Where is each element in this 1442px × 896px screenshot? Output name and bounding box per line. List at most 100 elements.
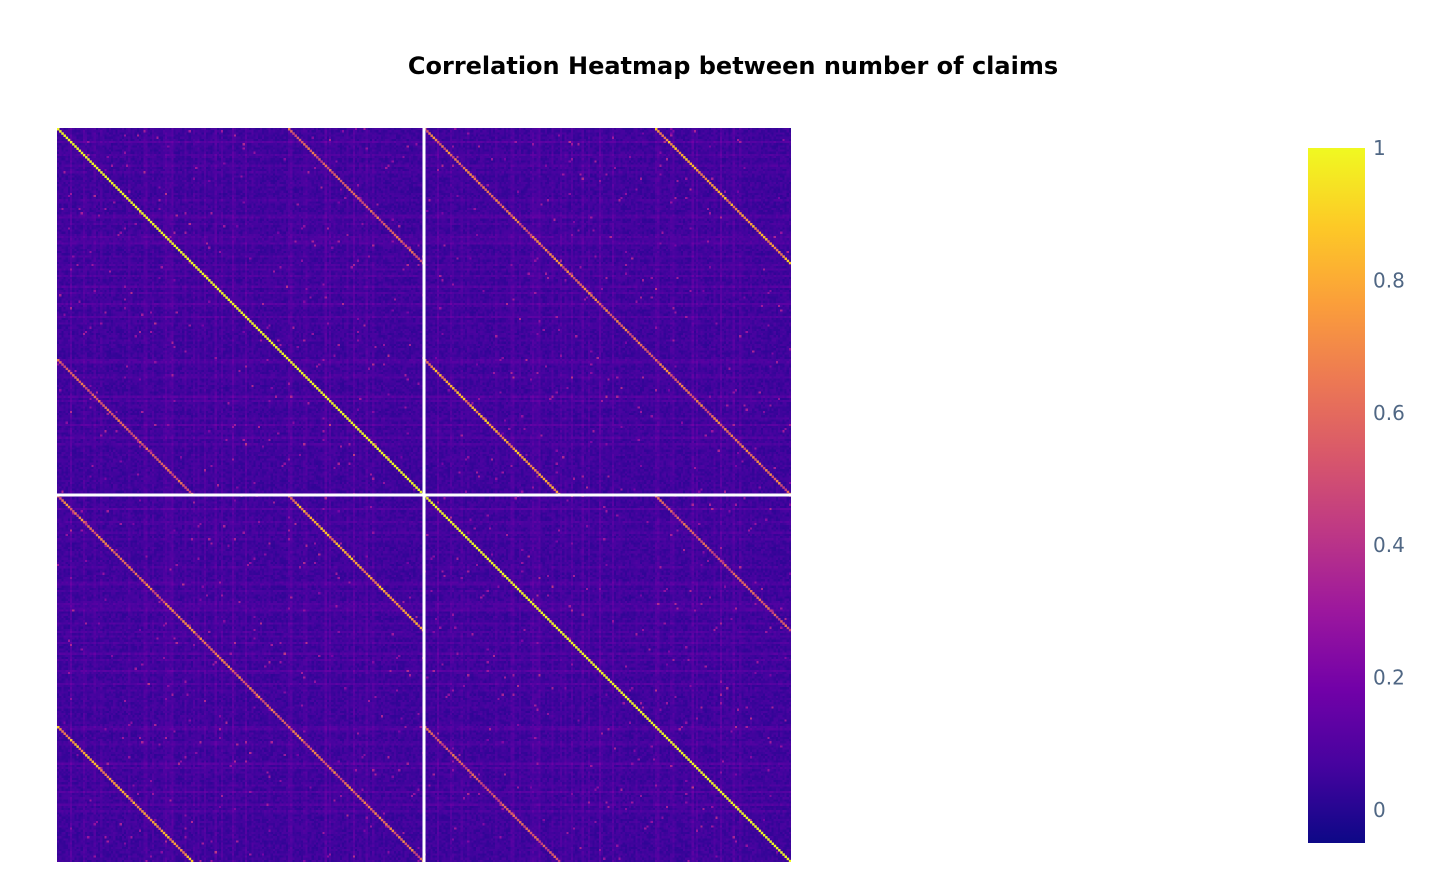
heatmap-cell-secondary-diagonal xyxy=(676,516,680,520)
heatmap-cell-main-diagonal xyxy=(221,292,224,295)
heatmap-cell-cross-diagonal xyxy=(102,771,105,774)
heatmap-cell-cross-diagonal xyxy=(788,261,791,265)
heatmap-cell-cross-diagonal xyxy=(244,682,248,686)
heatmap-cell-cross-diagonal xyxy=(283,721,287,725)
heatmap-cell-main-diagonal xyxy=(365,436,369,440)
heatmap-cell-main-diagonal xyxy=(544,615,548,619)
heatmap-cell-cross-diagonal xyxy=(782,255,785,258)
heatmap-cell-cross-diagonal xyxy=(74,512,77,515)
heatmap-cell-cross-diagonal xyxy=(480,184,483,187)
heatmap-cell-secondary-diagonal xyxy=(728,568,731,571)
heatmap-cell-main-diagonal xyxy=(784,855,787,858)
heatmap-cell-cross-diagonal xyxy=(436,140,440,144)
heatmap-cell-cross-diagonal xyxy=(490,194,494,198)
heatmap-cell-main-diagonal xyxy=(607,678,610,681)
heatmap-cell-main-diagonal xyxy=(743,814,746,817)
heatmap-cell-secondary-diagonal xyxy=(691,531,695,535)
heatmap-cell-cross-diagonal xyxy=(106,544,110,548)
heatmap-cell-cross-diagonal xyxy=(89,527,92,530)
heatmap-cell-cross-diagonal xyxy=(63,732,66,735)
heatmap-cell-cross-diagonal xyxy=(115,553,118,556)
heatmap-cell-secondary-diagonal xyxy=(188,490,192,494)
heatmap-cell-main-diagonal xyxy=(348,419,351,422)
heatmap-cell-main-diagonal xyxy=(715,786,718,789)
heatmap-cell-cross-diagonal xyxy=(341,779,345,783)
heatmap-cell-cross-diagonal xyxy=(143,581,146,584)
heatmap-cell-main-diagonal xyxy=(501,572,505,576)
heatmap-cell-cross-diagonal xyxy=(223,661,226,664)
heatmap-cell-cross-diagonal xyxy=(313,751,317,755)
heatmap-cell-cross-diagonal xyxy=(69,507,73,511)
heatmap-cell-cross-diagonal xyxy=(167,836,170,839)
heatmap-cell-main-diagonal xyxy=(624,695,628,699)
heatmap-cell-secondary-diagonal xyxy=(313,153,317,157)
heatmap-cell-cross-diagonal xyxy=(441,145,444,148)
heatmap-cell-main-diagonal xyxy=(234,305,237,308)
heatmap-cell-main-diagonal xyxy=(596,667,600,671)
heatmap-cell-cross-diagonal xyxy=(737,441,740,444)
heatmap-cell-cross-diagonal xyxy=(400,838,403,841)
heatmap-cell-cross-diagonal xyxy=(162,600,166,604)
heatmap-cell-cross-diagonal xyxy=(432,367,436,371)
heatmap-cell-main-diagonal xyxy=(452,523,455,526)
heatmap-cell-cross-diagonal xyxy=(700,173,703,176)
heatmap-cell-secondary-diagonal xyxy=(663,503,667,507)
heatmap-cell-cross-diagonal xyxy=(257,695,261,699)
heatmap-cell-main-diagonal xyxy=(672,743,675,746)
heatmap-cell-cross-diagonal xyxy=(406,613,410,617)
heatmap-cell-cross-diagonal xyxy=(141,579,144,582)
heatmap-cell-secondary-diagonal xyxy=(113,415,116,418)
heatmap-cell-cross-diagonal xyxy=(477,181,481,185)
heatmap-cell-main-diagonal xyxy=(193,264,196,267)
heatmap-cell-main-diagonal xyxy=(208,279,211,282)
heatmap-cell-cross-diagonal xyxy=(268,706,272,710)
heatmap-cell-cross-diagonal xyxy=(642,346,645,349)
heatmap-cell-cross-diagonal xyxy=(689,162,692,165)
heatmap-cell-main-diagonal xyxy=(400,471,403,474)
heatmap-cell-cross-diagonal xyxy=(337,544,341,548)
heatmap-cell-secondary-diagonal xyxy=(93,395,97,399)
heatmap-cell-cross-diagonal xyxy=(540,475,544,479)
heatmap-cell-main-diagonal xyxy=(771,842,775,846)
heatmap-cell-cross-diagonal xyxy=(480,415,483,418)
heatmap-cell-cross-diagonal xyxy=(512,447,515,450)
heatmap-cell-main-diagonal xyxy=(568,639,572,643)
heatmap-cell-main-diagonal xyxy=(780,851,783,854)
heatmap-cell-cross-diagonal xyxy=(104,773,107,776)
heatmap-cell-cross-diagonal xyxy=(506,441,509,444)
heatmap-cell-secondary-diagonal xyxy=(447,749,451,753)
heatmap-cell-cross-diagonal xyxy=(769,473,772,476)
heatmap-cell-cross-diagonal xyxy=(609,313,613,317)
heatmap-cell-cross-diagonal xyxy=(767,471,770,474)
heatmap-cell-main-diagonal xyxy=(337,408,341,412)
heatmap-cell-cross-diagonal xyxy=(339,777,343,781)
heatmap-cell-secondary-diagonal xyxy=(687,527,690,530)
heatmap-cell-secondary-diagonal xyxy=(782,622,785,625)
heatmap-cell-main-diagonal xyxy=(579,650,582,653)
heatmap-cell-cross-diagonal xyxy=(719,192,723,196)
heatmap-cell-cross-diagonal xyxy=(326,533,330,537)
heatmap-cell-cross-diagonal xyxy=(145,583,148,586)
heatmap-cell-main-diagonal xyxy=(380,451,384,455)
heatmap-cell-cross-diagonal xyxy=(426,130,429,133)
heatmap-cell-cross-diagonal xyxy=(698,171,701,174)
heatmap-cell-main-diagonal xyxy=(85,156,88,159)
heatmap-cell-cross-diagonal xyxy=(346,553,349,556)
heatmap-cell-cross-diagonal xyxy=(205,643,209,647)
heatmap-cell-cross-diagonal xyxy=(106,775,110,779)
heatmap-cell-cross-diagonal xyxy=(367,574,371,578)
heatmap-cell-cross-diagonal xyxy=(704,177,708,181)
heatmap-cell-secondary-diagonal xyxy=(542,844,546,848)
heatmap-cell-cross-diagonal xyxy=(680,153,684,157)
heatmap-cell-cross-diagonal xyxy=(322,760,325,763)
heatmap-cell-main-diagonal xyxy=(130,201,133,204)
heatmap-cell-cross-diagonal xyxy=(411,618,414,621)
heatmap-cell-main-diagonal xyxy=(197,268,200,271)
heatmap-cell-secondary-diagonal xyxy=(739,579,742,582)
heatmap-cell-secondary-diagonal xyxy=(484,786,487,789)
heatmap-cell-cross-diagonal xyxy=(365,803,369,807)
heatmap-cell-secondary-diagonal xyxy=(91,393,94,396)
heatmap-cell-secondary-diagonal xyxy=(361,201,364,204)
heatmap-cell-cross-diagonal xyxy=(177,846,181,850)
heatmap-cell-secondary-diagonal xyxy=(67,369,71,373)
